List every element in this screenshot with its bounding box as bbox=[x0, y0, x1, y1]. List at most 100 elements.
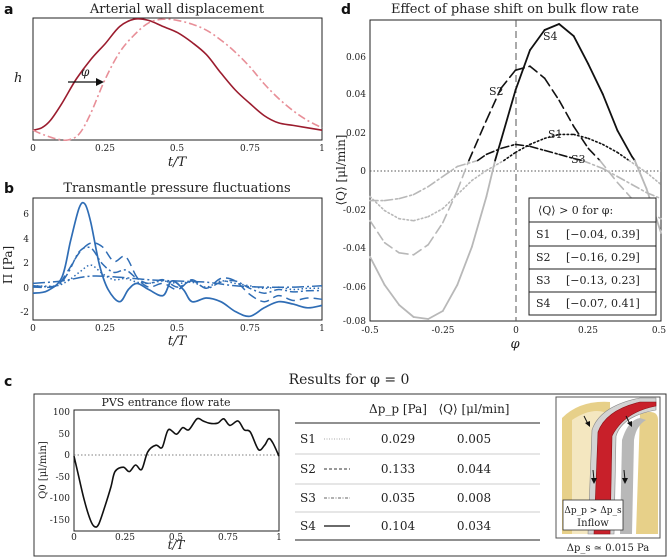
series-segment-s3 bbox=[398, 193, 415, 200]
table-cell-dp: 0.029 bbox=[381, 432, 415, 446]
panel-b-series bbox=[32, 201, 323, 318]
series-segment-s3 bbox=[645, 191, 662, 200]
legend-title: ⟨Q⟩ > 0 for φ: bbox=[538, 204, 613, 217]
table-row-name: S4 bbox=[300, 519, 316, 533]
panel-b-axes bbox=[32, 197, 323, 321]
series-segment-s3 bbox=[616, 175, 633, 186]
panel-a-title: Arterial wall displacement bbox=[89, 2, 265, 17]
series-segment-s3 bbox=[383, 197, 400, 202]
panel-d-ylabel: ⟨Q⟩ [μl/min] bbox=[334, 134, 348, 205]
legend-row-range: [−0.04, 0.39] bbox=[566, 228, 640, 241]
series-segment-s2 bbox=[572, 125, 590, 150]
table-header-dp: Δp_p [Pa] bbox=[369, 402, 427, 416]
series-segment-s3 bbox=[529, 145, 546, 152]
schematic-inflow: Inflow bbox=[577, 518, 609, 529]
series-segment-s3 bbox=[543, 149, 560, 156]
tick-label: -150 bbox=[50, 516, 70, 526]
tick-label: 0.06 bbox=[346, 53, 366, 63]
table-cell-q: 0.008 bbox=[457, 491, 491, 505]
series-line-h-t- bbox=[32, 18, 323, 142]
series-segment-s4 bbox=[398, 303, 415, 318]
series-segment-s3 bbox=[427, 175, 444, 188]
series-segment-s1 bbox=[369, 195, 386, 212]
series-segment-s4 bbox=[470, 195, 488, 248]
series-segment-s1 bbox=[485, 159, 505, 172]
series-segment-s1 bbox=[398, 217, 415, 222]
table-cell-dp: 0.035 bbox=[381, 491, 415, 505]
series-segment-s4 bbox=[412, 316, 430, 320]
tick-label: 2 bbox=[23, 259, 29, 269]
legend-row-name: S2 bbox=[536, 251, 551, 264]
tick-label: 0.75 bbox=[240, 144, 260, 154]
phase-arrow: φ bbox=[68, 65, 104, 86]
series-segment-s1 bbox=[427, 207, 444, 218]
tick-label: 0.04 bbox=[346, 90, 366, 100]
series-segment-s2 bbox=[412, 243, 430, 256]
series-segment-s1 bbox=[412, 215, 430, 222]
panel-label-a: a bbox=[4, 2, 13, 18]
series-segment-s3 bbox=[572, 157, 584, 162]
table-header-q: ⟨Q⟩ [μl/min] bbox=[438, 402, 509, 416]
series-segment-s4 bbox=[427, 310, 444, 320]
legend-row-range: [−0.13, 0.23] bbox=[566, 274, 640, 287]
panel-label-b: b bbox=[4, 181, 14, 197]
series-label-s2: S2 bbox=[489, 85, 504, 98]
tick-label: 0.5 bbox=[170, 324, 185, 334]
series-segment-s1 bbox=[471, 169, 488, 182]
series-segment-s2 bbox=[616, 181, 633, 200]
series-segment-s2 bbox=[558, 99, 575, 128]
inset-xlabel: t/T bbox=[168, 538, 186, 552]
schematic-condition: Δp_p > Δp_s bbox=[564, 506, 622, 516]
panel-a-xticks: 0 0.25 0.5 0.75 1 bbox=[30, 144, 325, 154]
table-cell-dp: 0.133 bbox=[381, 462, 415, 476]
inset-xticks: 0 0.25 0.5 0.75 1 bbox=[71, 533, 282, 543]
tick-label: 0.5 bbox=[170, 144, 185, 154]
series-segment-s4 bbox=[441, 283, 459, 312]
table-cell-q: 0.005 bbox=[457, 432, 491, 446]
series-segment-s2 bbox=[398, 252, 415, 256]
tick-label: 0.02 bbox=[346, 129, 366, 139]
panel-b-title: Transmantle pressure fluctuations bbox=[63, 181, 290, 196]
table-row-name: S3 bbox=[300, 491, 316, 505]
tick-label: 0.25 bbox=[95, 324, 115, 334]
tick-label: 0.25 bbox=[115, 533, 135, 543]
legend-row-name: S1 bbox=[536, 228, 551, 241]
series-segment-s3 bbox=[456, 159, 479, 168]
series-segment-s4 bbox=[500, 89, 517, 142]
results-table: Δp_p [Pa] ⟨Q⟩ [μl/min] S1 0.029 0.005 S2… bbox=[295, 402, 540, 541]
panel-b-xticks: 0 0.25 0.5 0.75 1 bbox=[30, 324, 325, 334]
series-segment-s1 bbox=[514, 143, 531, 154]
tick-label: -0.08 bbox=[343, 317, 366, 327]
panel-d-title: Effect of phase shift on bulk flow rate bbox=[391, 2, 639, 17]
panel-b: Transmantle pressure fluctuations Π [Pa]… bbox=[1, 181, 325, 349]
tick-label: 6 bbox=[23, 210, 29, 220]
series-segment-s4 bbox=[383, 283, 401, 306]
panel-c-frame bbox=[33, 393, 667, 557]
table-cell-q: 0.034 bbox=[457, 519, 492, 533]
tick-label: 0 bbox=[513, 326, 519, 336]
series-label-s4: S4 bbox=[543, 30, 558, 43]
panel-a: Arterial wall displacement h t/T 0 0.25 … bbox=[14, 2, 325, 170]
panel-a-xlabel: t/T bbox=[168, 155, 188, 170]
series-segment-s1 bbox=[456, 179, 473, 196]
series-segment-s3 bbox=[441, 165, 459, 178]
series-segment-s3 bbox=[412, 185, 430, 196]
tick-label: 0 bbox=[71, 533, 77, 543]
tick-label: -0.25 bbox=[431, 326, 454, 336]
schematic-caption: Δp_s ≃ 0.015 Pa bbox=[567, 543, 650, 554]
pvs-schematic: Δp_p > Δp_s Inflow Δp_s ≃ 0.015 Pa bbox=[555, 396, 661, 554]
tick-label: 100 bbox=[53, 408, 70, 418]
series-segment-s4 bbox=[529, 29, 546, 51]
tick-label: 1 bbox=[319, 324, 325, 334]
series-segment-s3 bbox=[631, 183, 648, 194]
panel-b-yticks: -2 0 2 4 6 bbox=[20, 210, 29, 318]
series-segment-s2 bbox=[587, 147, 601, 162]
series-segment-s4 bbox=[543, 23, 560, 31]
series-segment-s3 bbox=[500, 143, 517, 150]
table-row-name: S2 bbox=[300, 462, 316, 476]
tick-label: -0.02 bbox=[343, 206, 366, 216]
tick-label: 0 bbox=[64, 451, 70, 461]
series-segment-s1 bbox=[529, 137, 546, 146]
tick-label: 0 bbox=[23, 284, 29, 294]
